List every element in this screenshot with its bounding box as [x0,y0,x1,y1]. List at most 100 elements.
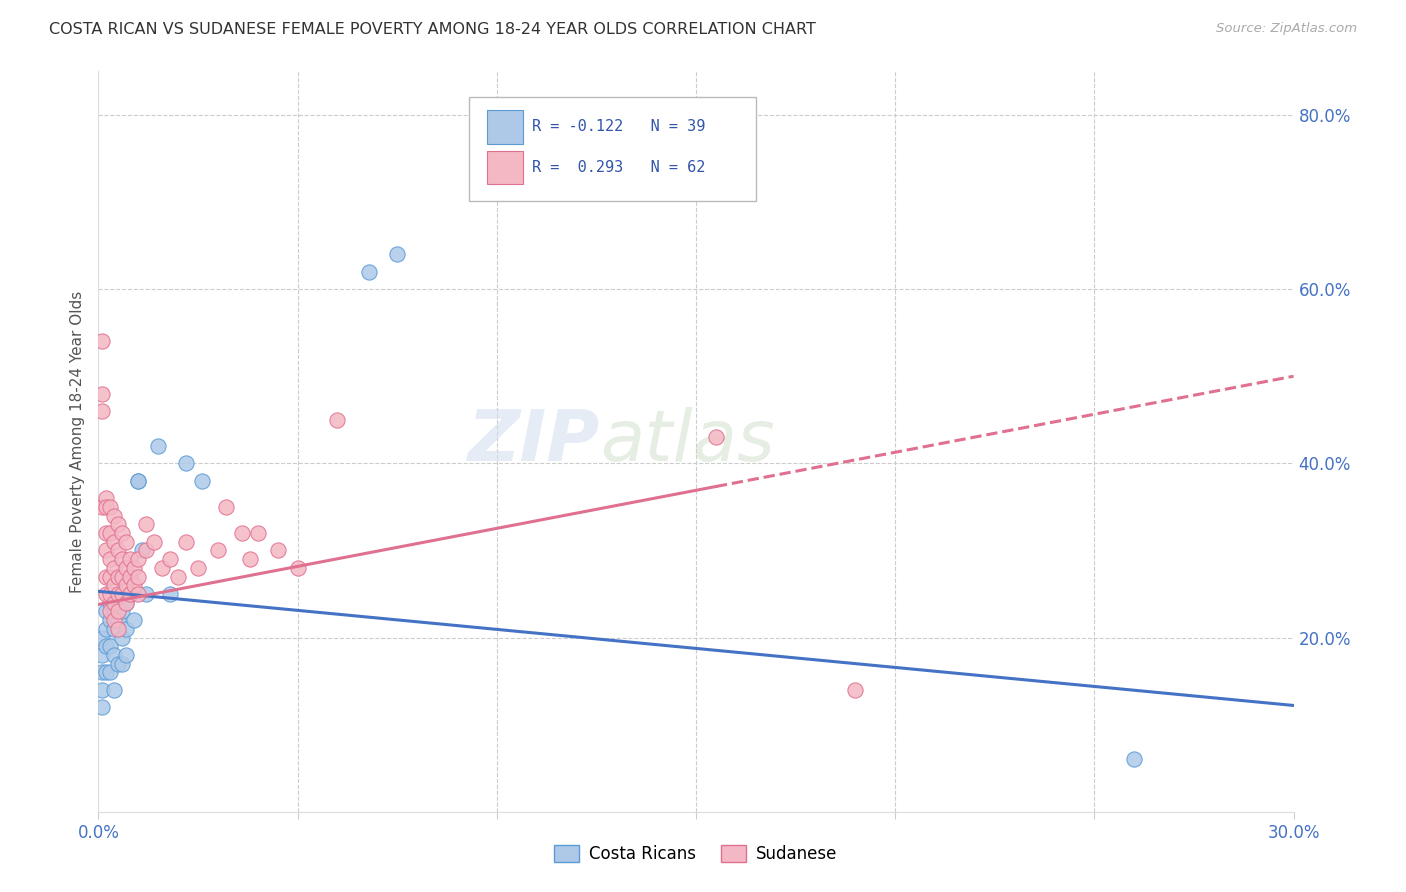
Sudanese [98,587,122,601]
Sudanese [115,596,138,610]
Sudanese [96,500,118,514]
Costa Ricans [111,657,134,671]
Costa Ricans [103,682,125,697]
Text: R =  0.293   N = 62: R = 0.293 N = 62 [533,160,706,175]
Costa Ricans [174,456,197,470]
Sudanese [96,543,118,558]
Sudanese [107,622,129,636]
Sudanese [143,534,166,549]
Sudanese [98,526,122,541]
Costa Ricans [91,700,114,714]
Sudanese [167,569,190,583]
Sudanese [103,508,125,523]
Sudanese [103,534,125,549]
Sudanese [127,587,149,601]
Costa Ricans [98,665,122,680]
Sudanese [150,561,173,575]
Sudanese [96,569,118,583]
Sudanese [124,578,146,592]
Sudanese [246,526,269,541]
Costa Ricans [115,622,138,636]
Sudanese [107,569,129,583]
FancyBboxPatch shape [470,97,756,201]
Costa Ricans [115,596,138,610]
Sudanese [287,561,309,575]
Sudanese [135,543,157,558]
Sudanese [267,543,290,558]
Costa Ricans [107,596,129,610]
Bar [486,111,523,144]
Costa Ricans [385,247,409,261]
Costa Ricans [107,657,129,671]
Sudanese [127,569,149,583]
Sudanese [103,596,125,610]
Sudanese [103,613,125,627]
Sudanese [111,587,134,601]
Sudanese [91,334,114,349]
Bar [486,151,523,185]
Text: ZIP: ZIP [468,407,600,476]
Costa Ricans [98,639,122,653]
Costa Ricans [103,648,125,662]
Sudanese [107,517,129,532]
Costa Ricans [135,587,157,601]
Costa Ricans [127,474,149,488]
Costa Ricans [191,474,214,488]
Costa Ricans [91,631,114,645]
Costa Ricans [159,587,181,601]
Costa Ricans [96,604,118,618]
Costa Ricans [124,613,146,627]
Sudanese [103,578,125,592]
Costa Ricans [96,639,118,653]
Sudanese [111,569,134,583]
Costa Ricans [120,587,142,601]
Sudanese [115,561,138,575]
Sudanese [120,569,142,583]
Sudanese [124,561,146,575]
Sudanese [115,534,138,549]
Sudanese [98,500,122,514]
Y-axis label: Female Poverty Among 18-24 Year Olds: Female Poverty Among 18-24 Year Olds [69,291,84,592]
Sudanese [96,587,118,601]
Text: COSTA RICAN VS SUDANESE FEMALE POVERTY AMONG 18-24 YEAR OLDS CORRELATION CHART: COSTA RICAN VS SUDANESE FEMALE POVERTY A… [49,22,815,37]
Sudanese [96,526,118,541]
Sudanese [111,552,134,566]
Costa Ricans [103,622,125,636]
Costa Ricans [98,596,122,610]
Costa Ricans [111,604,134,618]
Costa Ricans [107,613,129,627]
Sudanese [91,404,114,418]
Sudanese [231,526,253,541]
Sudanese [107,604,129,618]
Costa Ricans [103,604,125,618]
Text: Source: ZipAtlas.com: Source: ZipAtlas.com [1216,22,1357,36]
Sudanese [127,552,149,566]
Sudanese [159,552,181,566]
Sudanese [91,386,114,401]
Costa Ricans [131,543,153,558]
Costa Ricans [115,648,138,662]
Sudanese [120,552,142,566]
Sudanese [120,587,142,601]
Costa Ricans [98,613,122,627]
Sudanese [844,682,866,697]
Sudanese [174,534,197,549]
Sudanese [187,561,209,575]
Costa Ricans [1123,752,1146,766]
Costa Ricans [111,631,134,645]
Legend: Costa Ricans, Sudanese: Costa Ricans, Sudanese [547,838,845,870]
Sudanese [207,543,229,558]
Text: atlas: atlas [600,407,775,476]
Sudanese [704,430,727,444]
Costa Ricans [96,622,118,636]
Sudanese [115,578,138,592]
Costa Ricans [91,682,114,697]
Sudanese [239,552,262,566]
Sudanese [215,500,238,514]
Sudanese [98,552,122,566]
Costa Ricans [148,439,170,453]
Sudanese [326,413,349,427]
Costa Ricans [96,665,118,680]
Sudanese [98,569,122,583]
Text: R = -0.122   N = 39: R = -0.122 N = 39 [533,120,706,135]
